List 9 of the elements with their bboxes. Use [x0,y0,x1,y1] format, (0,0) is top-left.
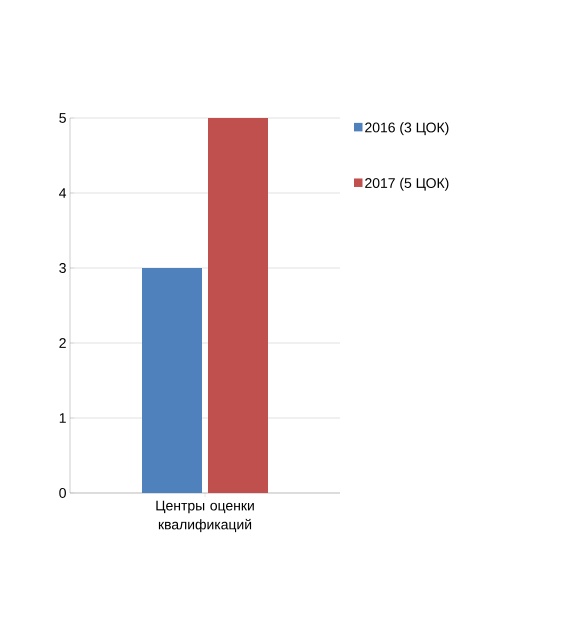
legend-label: 2016 (3 ЦОК) [365,122,448,136]
y-tick-label: 4 [59,188,66,198]
y-tick-label: 1 [60,413,66,423]
y-tick-label: 0 [59,488,66,498]
y-tick-label: 5 [59,113,66,123]
y-tick-label: 2 [59,338,66,348]
x-tick-label: Центры оценки квалификаций [156,500,254,532]
legend-label: 2017 (5 ЦОК) [365,178,448,191]
y-tick-label: 3 [59,263,66,273]
